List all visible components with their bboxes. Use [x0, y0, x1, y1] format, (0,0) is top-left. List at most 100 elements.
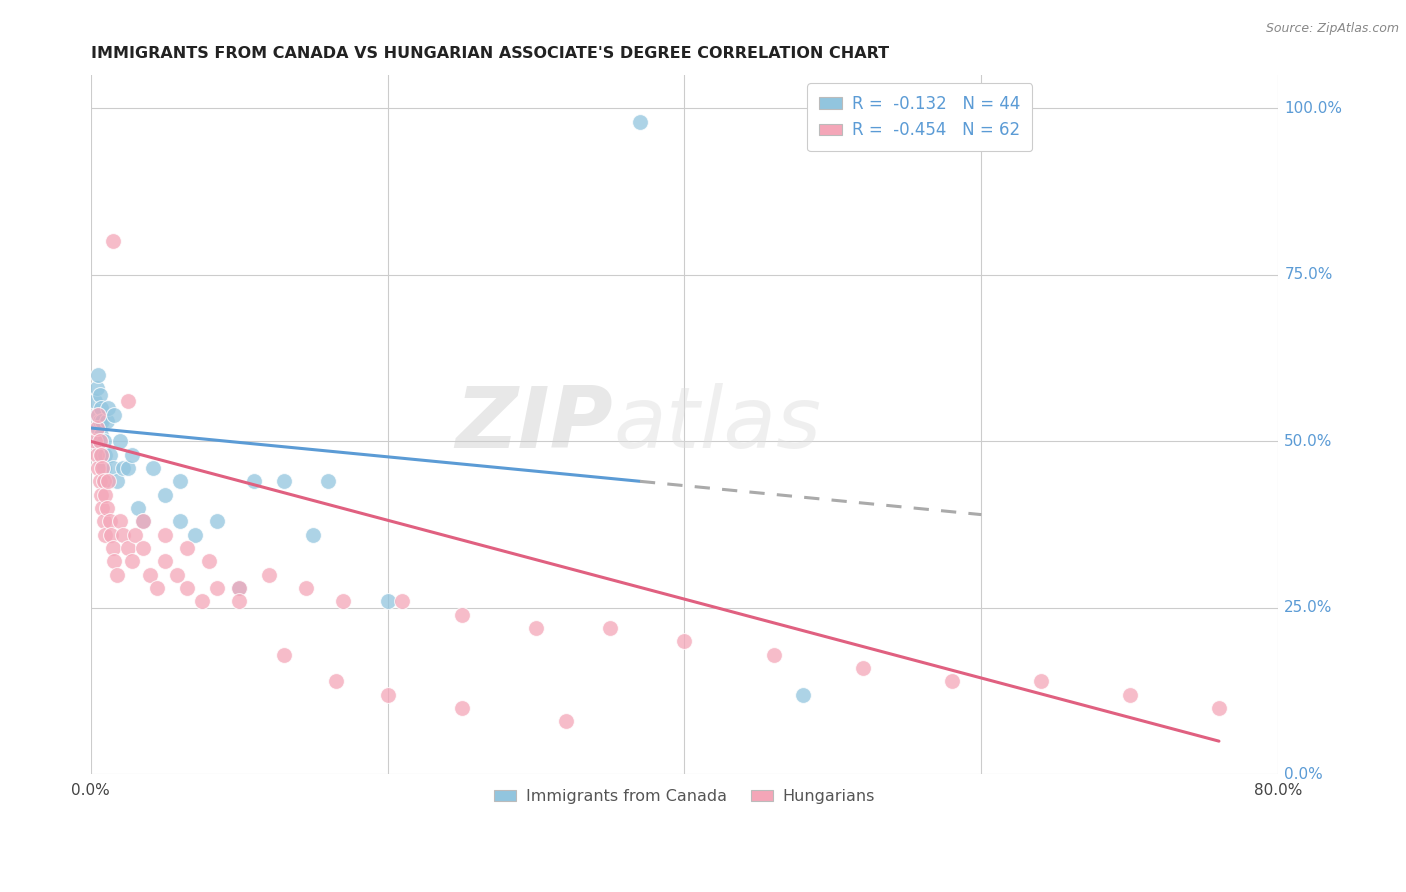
Point — [89, 475, 111, 489]
Point — [450, 607, 472, 622]
Legend: Immigrants from Canada, Hungarians: Immigrants from Canada, Hungarians — [482, 778, 886, 815]
Point — [105, 567, 128, 582]
Point — [90, 427, 112, 442]
Point — [97, 475, 120, 489]
Text: ZIP: ZIP — [456, 384, 613, 467]
Point — [205, 514, 228, 528]
Point — [325, 674, 347, 689]
Point — [228, 594, 250, 608]
Text: atlas: atlas — [613, 384, 821, 467]
Point — [87, 434, 110, 449]
Point — [90, 488, 112, 502]
Point — [117, 541, 139, 555]
Point — [93, 475, 115, 489]
Point — [295, 581, 318, 595]
Point — [100, 527, 122, 541]
Point — [87, 421, 110, 435]
Point — [131, 541, 153, 555]
Point — [257, 567, 280, 582]
Point — [153, 527, 176, 541]
Point — [153, 554, 176, 568]
Point — [127, 500, 149, 515]
Point — [183, 527, 205, 541]
Point — [124, 527, 146, 541]
Text: Source: ZipAtlas.com: Source: ZipAtlas.com — [1265, 22, 1399, 36]
Point — [91, 448, 114, 462]
Point — [131, 514, 153, 528]
Point — [112, 527, 135, 541]
Point — [101, 461, 124, 475]
Point — [94, 448, 117, 462]
Point — [101, 235, 124, 249]
Point — [91, 500, 114, 515]
Point — [86, 421, 108, 435]
Text: 25.0%: 25.0% — [1284, 600, 1333, 615]
Point — [91, 414, 114, 428]
Point — [524, 621, 547, 635]
Point — [169, 475, 191, 489]
Point — [792, 688, 814, 702]
Point — [86, 448, 108, 462]
Text: 100.0%: 100.0% — [1284, 101, 1343, 116]
Point — [90, 454, 112, 468]
Point — [105, 475, 128, 489]
Point — [87, 461, 110, 475]
Point — [1029, 674, 1052, 689]
Point — [90, 448, 112, 462]
Point — [98, 448, 121, 462]
Text: 75.0%: 75.0% — [1284, 268, 1333, 282]
Point — [117, 461, 139, 475]
Point — [142, 461, 165, 475]
Point — [450, 701, 472, 715]
Point — [169, 514, 191, 528]
Point — [110, 514, 132, 528]
Point — [86, 408, 108, 422]
Point — [96, 500, 118, 515]
Point — [98, 514, 121, 528]
Point — [166, 567, 188, 582]
Point — [316, 475, 339, 489]
Point — [146, 581, 169, 595]
Point — [89, 387, 111, 401]
Point — [628, 114, 651, 128]
Point — [93, 514, 115, 528]
Point — [762, 648, 785, 662]
Point — [110, 434, 132, 449]
Point — [377, 594, 399, 608]
Point — [1119, 688, 1142, 702]
Point — [86, 381, 108, 395]
Point — [131, 514, 153, 528]
Point — [94, 527, 117, 541]
Point — [94, 488, 117, 502]
Point — [121, 554, 143, 568]
Point — [89, 441, 111, 455]
Point — [228, 581, 250, 595]
Point — [673, 634, 696, 648]
Point — [93, 461, 115, 475]
Point — [121, 448, 143, 462]
Point — [332, 594, 354, 608]
Point — [84, 394, 107, 409]
Point — [117, 394, 139, 409]
Point — [205, 581, 228, 595]
Point — [103, 554, 125, 568]
Text: 0.0%: 0.0% — [1284, 767, 1323, 782]
Text: IMMIGRANTS FROM CANADA VS HUNGARIAN ASSOCIATE'S DEGREE CORRELATION CHART: IMMIGRANTS FROM CANADA VS HUNGARIAN ASSO… — [90, 46, 889, 62]
Point — [90, 401, 112, 415]
Point — [139, 567, 162, 582]
Point — [153, 488, 176, 502]
Point — [243, 475, 266, 489]
Point — [97, 401, 120, 415]
Point — [101, 541, 124, 555]
Text: 50.0%: 50.0% — [1284, 434, 1333, 449]
Point — [273, 648, 295, 662]
Point — [191, 594, 214, 608]
Point — [87, 368, 110, 382]
Point — [273, 475, 295, 489]
Point — [176, 581, 198, 595]
Point — [228, 581, 250, 595]
Point — [96, 414, 118, 428]
Point — [1208, 701, 1230, 715]
Point — [302, 527, 325, 541]
Point — [377, 688, 399, 702]
